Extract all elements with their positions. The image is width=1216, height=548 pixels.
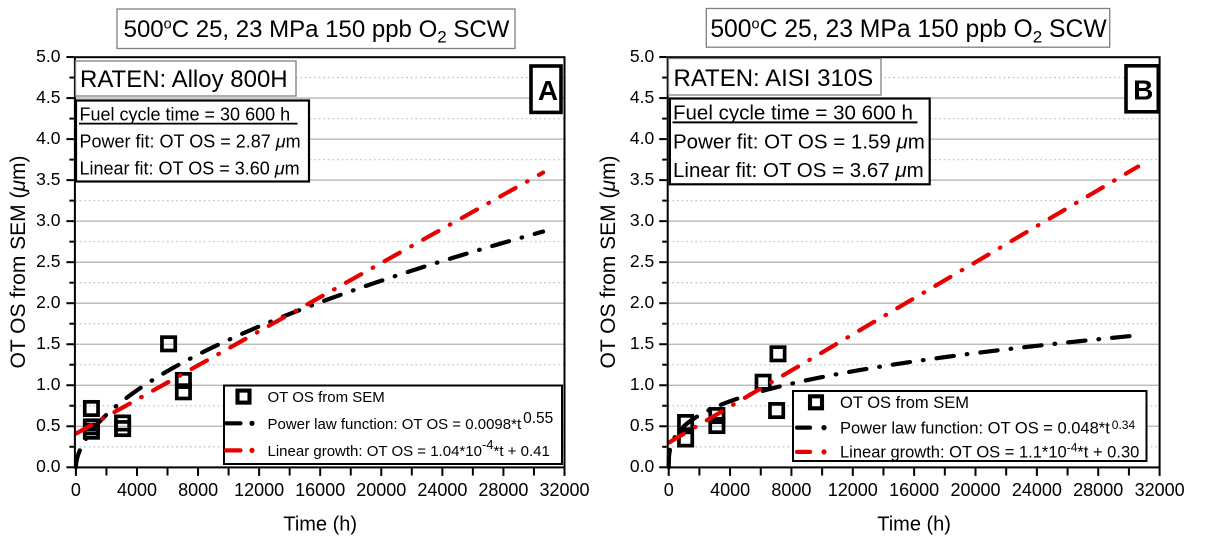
svg-text:28000: 28000: [1073, 480, 1123, 500]
svg-text:1.0: 1.0: [36, 374, 61, 394]
svg-text:4000: 4000: [710, 480, 750, 500]
svg-text:OT OS from SEM: OT OS from SEM: [840, 394, 969, 412]
svg-text:0.0: 0.0: [630, 456, 655, 476]
svg-text:2.5: 2.5: [630, 251, 654, 271]
svg-text:Time (h): Time (h): [283, 514, 357, 536]
svg-text:A: A: [538, 75, 558, 106]
svg-text:0.5: 0.5: [630, 415, 654, 435]
svg-text:8000: 8000: [178, 480, 218, 500]
svg-text:Linear growth: OT OS = 1.1*10-: Linear growth: OT OS = 1.1*10-4*t + 0.30: [840, 441, 1139, 462]
svg-text:2.0: 2.0: [36, 292, 61, 312]
svg-text:OT OS from SEM (μm): OT OS from SEM (μm): [597, 156, 620, 369]
svg-text:Fuel cycle time = 30 600 h: Fuel cycle time = 30 600 h: [673, 102, 913, 125]
svg-text:Linear fit: OT OS = 3.67 μm: Linear fit: OT OS = 3.67 μm: [673, 159, 924, 182]
svg-text:4.0: 4.0: [630, 128, 655, 148]
svg-text:Linear fit: OT OS = 3.60 μm: Linear fit: OT OS = 3.60 μm: [80, 159, 300, 179]
svg-text:3.0: 3.0: [630, 210, 655, 230]
svg-text:5.0: 5.0: [630, 46, 655, 66]
svg-text:Power fit: OT OS = 2.87 μm: Power fit: OT OS = 2.87 μm: [80, 132, 301, 152]
svg-text:16000: 16000: [295, 480, 345, 500]
svg-text:3.5: 3.5: [36, 169, 60, 189]
svg-text:1.5: 1.5: [630, 333, 654, 353]
svg-text:20000: 20000: [356, 480, 406, 500]
svg-text:0.0: 0.0: [36, 456, 61, 476]
svg-text:5.0: 5.0: [36, 46, 61, 66]
svg-text:16000: 16000: [889, 480, 939, 500]
svg-text:8000: 8000: [771, 480, 811, 500]
svg-text:Fuel cycle time = 30 600 h: Fuel cycle time = 30 600 h: [80, 105, 291, 125]
svg-text:0: 0: [664, 480, 674, 500]
svg-text:4.0: 4.0: [36, 128, 61, 148]
svg-text:0.5: 0.5: [36, 415, 60, 435]
svg-text:RATEN: AISI 310S: RATEN: AISI 310S: [674, 65, 874, 92]
svg-text:Power law function: OT OS = 0.: Power law function: OT OS = 0.0098*t 0.55: [268, 410, 554, 433]
svg-text:4000: 4000: [117, 480, 157, 500]
svg-text:OT OS from SEM (μm): OT OS from SEM (μm): [7, 156, 30, 369]
svg-text:Time (h): Time (h): [877, 514, 951, 536]
svg-text:500oC 25, 23 MPa 150 ppb O2 SC: 500oC 25, 23 MPa 150 ppb O2 SCW: [124, 16, 510, 47]
svg-text:1.5: 1.5: [36, 333, 60, 353]
svg-text:0: 0: [71, 480, 81, 500]
svg-text:12000: 12000: [828, 480, 878, 500]
svg-text:Power fit: OT OS = 1.59 μm: Power fit: OT OS = 1.59 μm: [673, 130, 925, 153]
svg-text:B: B: [1133, 75, 1153, 106]
svg-text:1.0: 1.0: [630, 374, 655, 394]
svg-text:24000: 24000: [417, 480, 467, 500]
svg-text:Power law function: OT OS = 0.: Power law function: OT OS = 0.048*t 0.34: [840, 418, 1135, 438]
svg-text:3.0: 3.0: [36, 210, 61, 230]
svg-text:4.5: 4.5: [630, 87, 654, 107]
svg-text:12000: 12000: [234, 480, 284, 500]
svg-text:4.5: 4.5: [36, 87, 60, 107]
svg-text:32000: 32000: [539, 480, 589, 500]
svg-text:2.5: 2.5: [36, 251, 60, 271]
svg-text:OT OS from SEM: OT OS from SEM: [268, 389, 385, 406]
svg-text:20000: 20000: [950, 480, 1000, 500]
svg-text:2.0: 2.0: [630, 292, 655, 312]
svg-text:28000: 28000: [478, 480, 528, 500]
svg-text:3.5: 3.5: [630, 169, 654, 189]
svg-text:Linear growth: OT OS = 1.04*10: Linear growth: OT OS = 1.04*10-4*t + 0.4…: [268, 437, 550, 460]
svg-text:RATEN: Alloy 800H: RATEN: Alloy 800H: [80, 66, 288, 93]
svg-text:500oC 25, 23 MPa 150 ppb O2 SC: 500oC 25, 23 MPa 150 ppb O2 SCW: [710, 16, 1107, 47]
svg-text:24000: 24000: [1012, 480, 1062, 500]
svg-text:32000: 32000: [1135, 480, 1185, 500]
